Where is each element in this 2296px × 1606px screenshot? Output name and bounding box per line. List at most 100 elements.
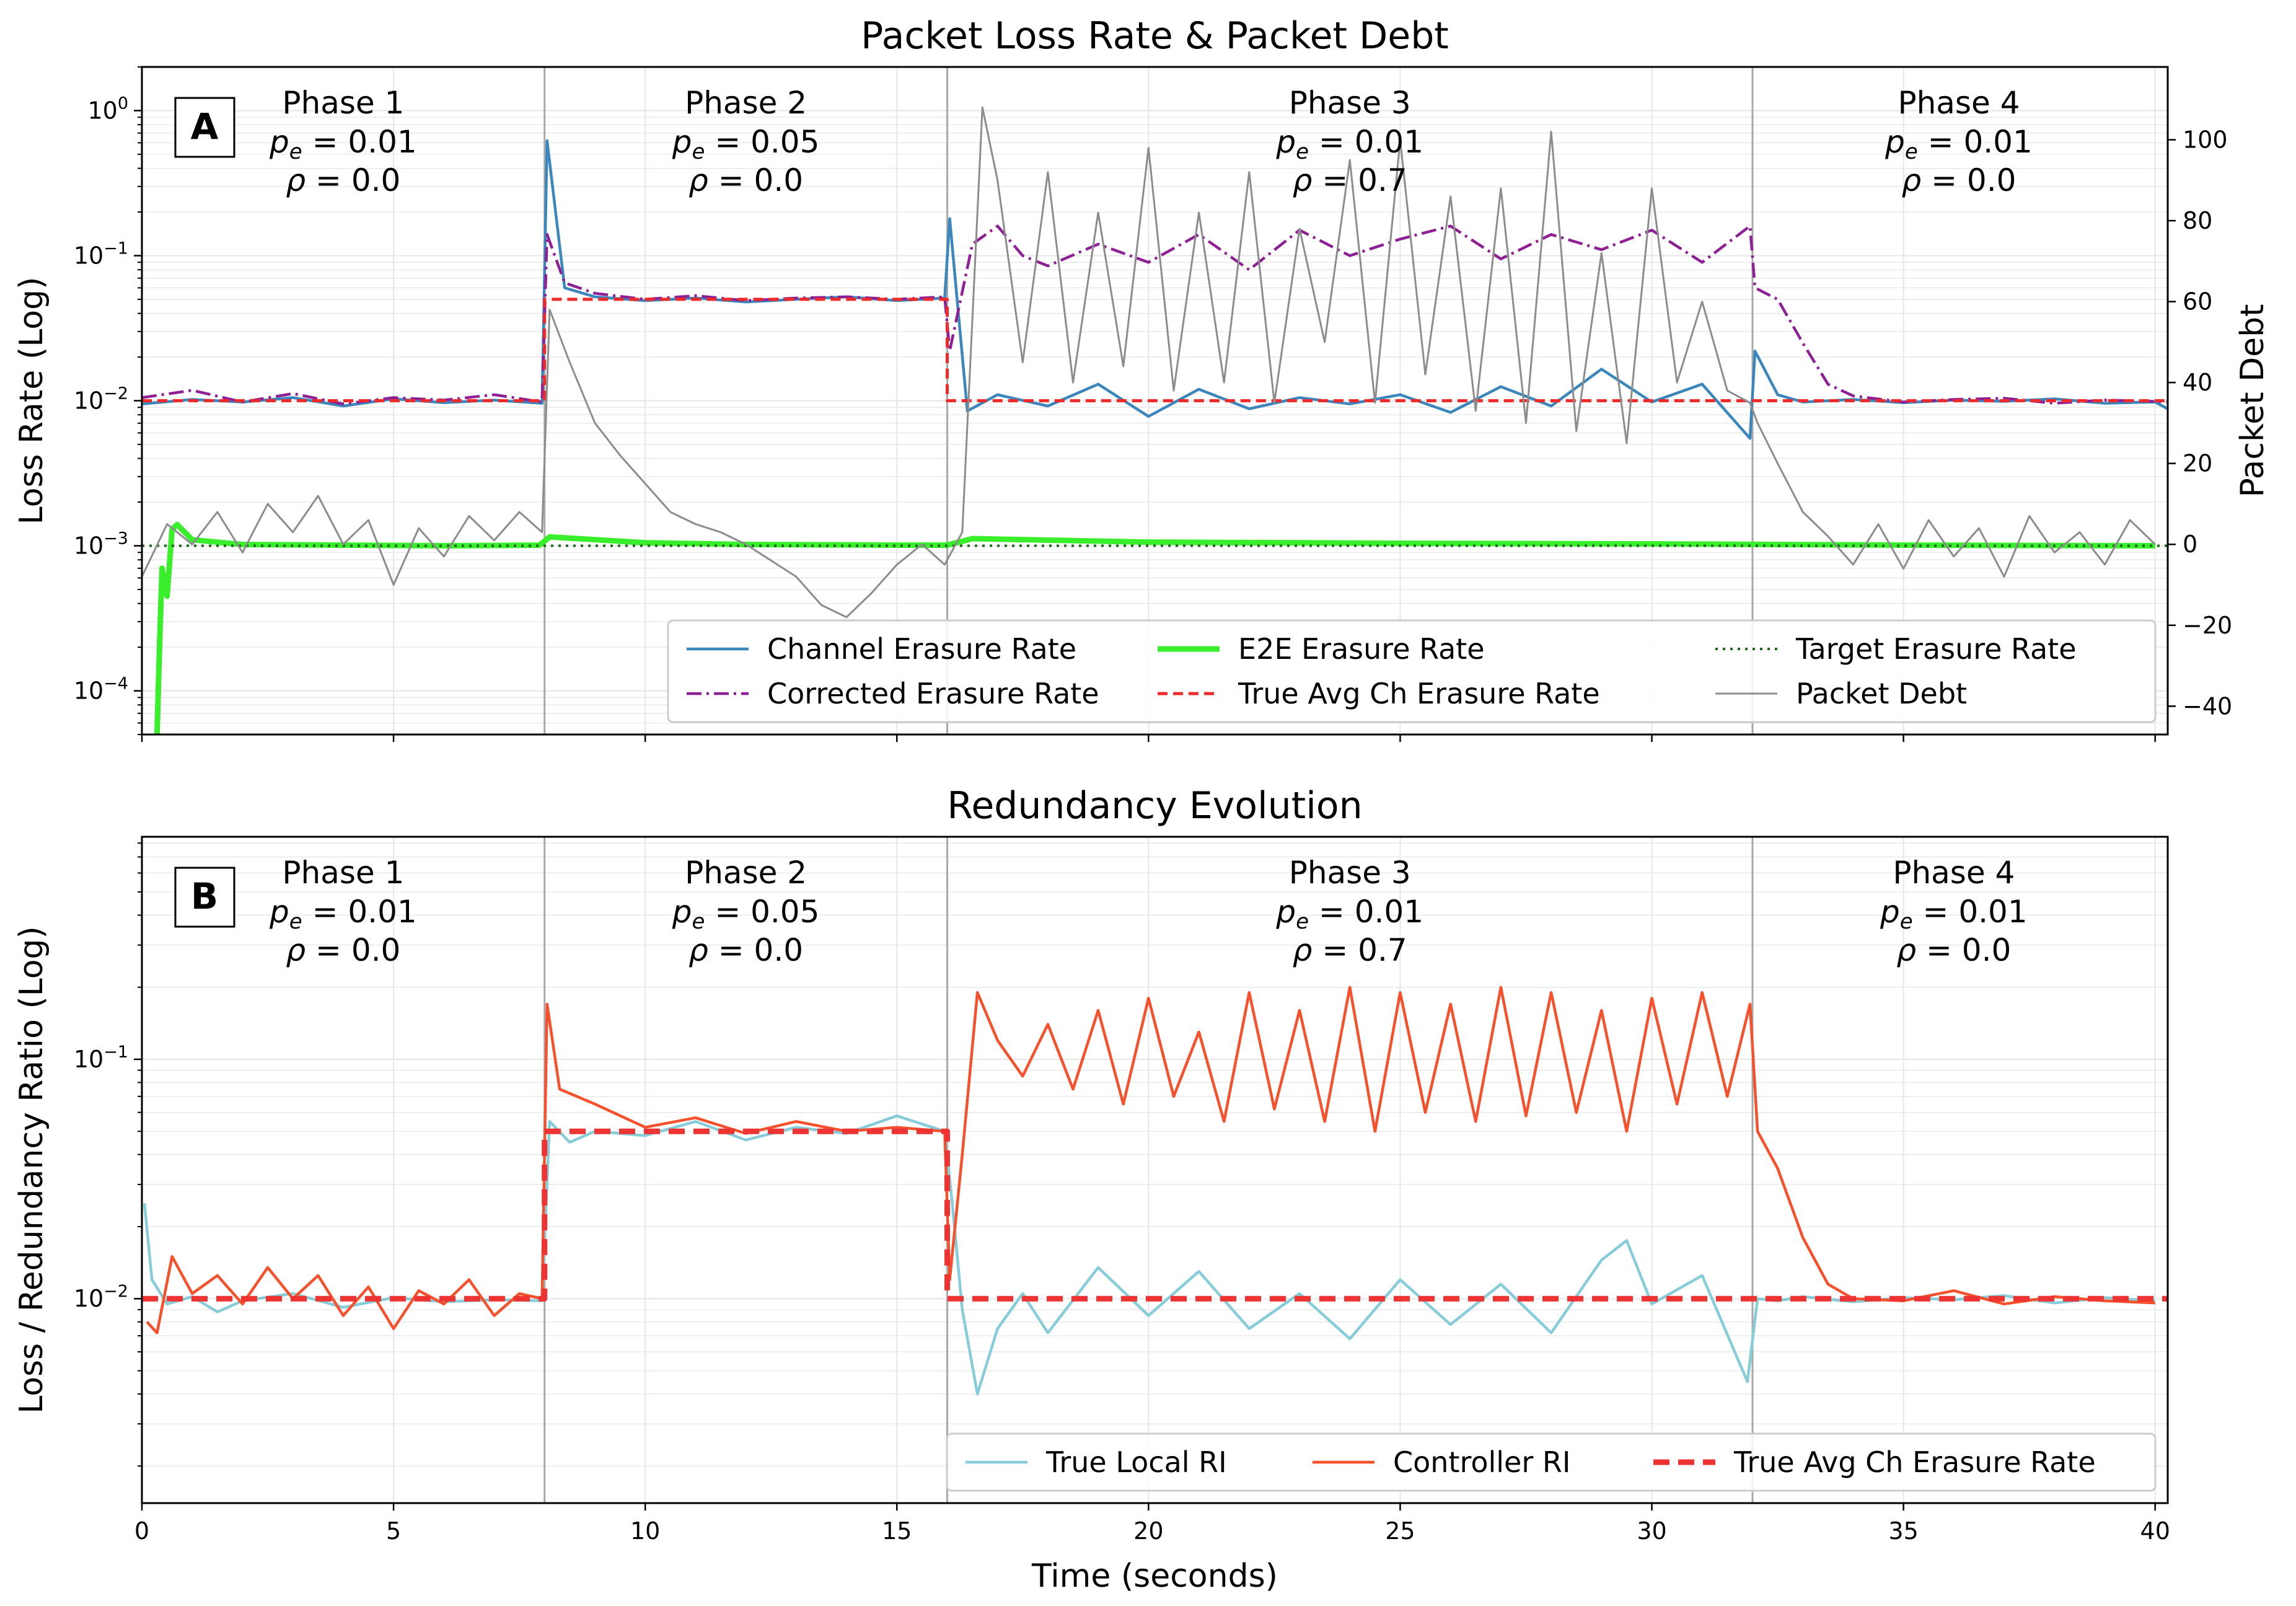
y-tick-label: 10−1 xyxy=(74,239,128,269)
legend-label-corrected-erasure-rate: Corrected Erasure Rate xyxy=(767,677,1099,710)
panel-label-text: A xyxy=(191,105,219,148)
y-tick-label: 100 xyxy=(87,94,128,124)
legend-box xyxy=(667,619,2157,723)
chart-title: Redundancy Evolution xyxy=(947,784,1362,827)
legend-label-e2e-erasure-rate: E2E Erasure Rate xyxy=(1238,632,1485,666)
legend-box xyxy=(946,1432,2157,1492)
legend-label-true-avg-ch-erasure-rate: True Avg Ch Erasure Rate xyxy=(1238,677,1600,710)
legend-label-channel-erasure-rate: Channel Erasure Rate xyxy=(767,632,1076,666)
series-line-channel-erasure-rate xyxy=(142,139,2168,440)
x-tick-label: 5 xyxy=(386,1517,401,1545)
phase-pe: pe = 0.01 xyxy=(1885,124,2033,164)
legend-label-controller-ri: Controller RI xyxy=(1393,1445,1570,1479)
phase-rho: ρ = 0.0 xyxy=(688,162,803,198)
x-tick-label: 35 xyxy=(1888,1517,1918,1545)
y-axis-label: Loss / Redundancy Ratio (Log) xyxy=(13,926,50,1414)
phase-name: Phase 4 xyxy=(1893,855,2015,891)
phase-name: Phase 3 xyxy=(1289,855,1411,891)
series-line-true-avg-ch-erasure-rate xyxy=(142,1128,2168,1302)
y2-tick-label: −40 xyxy=(2183,692,2232,720)
phase-name: Phase 1 xyxy=(282,85,404,121)
phase-annotation: Phase 4pe = 0.01ρ = 0.0 xyxy=(1885,85,2033,198)
y2-tick-label: 20 xyxy=(2183,450,2212,477)
phase-name: Phase 1 xyxy=(282,855,404,891)
phase-rho: ρ = 0.0 xyxy=(1896,932,2011,968)
phase-pe: pe = 0.01 xyxy=(1275,894,1423,934)
chart-title: Packet Loss Rate & Packet Debt xyxy=(861,14,1449,58)
y-tick-label: 10−2 xyxy=(74,1282,128,1312)
y-axis: 10−1 10−2 xyxy=(74,842,142,1467)
x-tick-label: 15 xyxy=(882,1517,912,1545)
legend-label-target-erasure-rate: Target Erasure Rate xyxy=(1795,632,2077,666)
y2-axis: 100 80 60 40 20 0 −20 −40 Packet Debt xyxy=(2168,126,2271,720)
phase-name: Phase 2 xyxy=(685,855,807,891)
phase-pe: pe = 0.01 xyxy=(269,124,417,164)
legend: Channel Erasure Rate Corrected Erasure Ra… xyxy=(667,619,2157,723)
x-tick-label: 40 xyxy=(2140,1517,2170,1545)
panel-label: B xyxy=(174,867,235,928)
phase-annotation: Phase 1pe = 0.01ρ = 0.0 xyxy=(269,85,417,198)
legend-label-true-avg-ch-erasure-rate: True Avg Ch Erasure Rate xyxy=(1733,1445,2096,1479)
y-tick-label: 10−2 xyxy=(74,384,128,415)
phase-rho: ρ = 0.0 xyxy=(1901,162,2016,198)
phase-rho: ρ = 0.0 xyxy=(286,162,400,198)
y2-tick-label: 60 xyxy=(2183,288,2212,315)
y2-tick-label: 80 xyxy=(2183,207,2212,234)
series-group xyxy=(142,986,2168,1396)
phase-rho: ρ = 0.0 xyxy=(286,932,400,968)
legend: True Local RI Controller RI True Avg Ch Er… xyxy=(946,1432,2157,1492)
phase-pe: pe = 0.01 xyxy=(1275,124,1423,164)
panel-b: 0 5 10 15 20 25 30 35 40 10−1 10−2 Redundancy Evolu… xyxy=(13,784,2170,1595)
phase-annotation: Phase 3pe = 0.01ρ = 0.7 xyxy=(1275,855,1423,968)
phase-name: Phase 2 xyxy=(685,85,807,121)
y-tick-label: 10−3 xyxy=(74,529,128,560)
legend-label-packet-debt: Packet Debt xyxy=(1796,677,1967,710)
series-line-corrected-erasure-rate xyxy=(142,224,2168,405)
grid xyxy=(141,837,2168,1503)
y2-tick-label: −20 xyxy=(2183,612,2232,639)
phase-name: Phase 4 xyxy=(1898,85,2020,121)
y2-tick-label: 0 xyxy=(2183,531,2197,558)
series-line-true-local-ri xyxy=(143,1114,2155,1396)
phase-annotation: Phase 3pe = 0.01ρ = 0.7 xyxy=(1275,85,1423,198)
panel-label-box xyxy=(174,867,235,928)
panel-a: 100 10−1 10−2 10−3 10−4 100 80 60 40 20 0 −20 −40 Pac… xyxy=(13,14,2271,742)
phase-rho: ρ = 0.7 xyxy=(1293,932,1407,968)
phase-pe: pe = 0.05 xyxy=(672,124,820,164)
x-axis xyxy=(141,735,2156,742)
series-group xyxy=(142,106,2168,735)
series-line-controller-ri xyxy=(146,986,2155,1335)
y2-tick-label: 40 xyxy=(2183,369,2212,396)
x-tick-label: 0 xyxy=(134,1517,149,1545)
panel-label-text: B xyxy=(191,875,218,917)
phase-annotation: Phase 2pe = 0.05ρ = 0.0 xyxy=(672,85,820,198)
series-line-true-avg-ch-erasure-rate xyxy=(142,298,2168,402)
phase-rho: ρ = 0.7 xyxy=(1293,162,1407,198)
plot-frame xyxy=(141,836,2169,1504)
phase-rho: ρ = 0.0 xyxy=(688,932,803,968)
y-tick-label: 10−4 xyxy=(74,674,128,705)
phase-annotation: Phase 4pe = 0.01ρ = 0.0 xyxy=(1880,855,2028,968)
x-tick-label: 30 xyxy=(1637,1517,1666,1545)
x-tick-label: 20 xyxy=(1133,1517,1163,1545)
x-tick-label: 25 xyxy=(1385,1517,1415,1545)
y-axis-label: Loss Rate (Log) xyxy=(13,277,50,525)
phase-pe: pe = 0.05 xyxy=(672,894,820,934)
series-line-packet-debt xyxy=(142,106,2156,619)
y2-axis-label: Packet Debt xyxy=(2234,304,2271,497)
legend-label-true-local-ri: True Local RI xyxy=(1045,1445,1227,1479)
x-axis-label: Time (seconds) xyxy=(1031,1558,1278,1595)
y-axis: 100 10−1 10−2 10−3 10−4 xyxy=(74,66,142,735)
phase-pe: pe = 0.01 xyxy=(269,894,417,934)
y2-tick-label: 100 xyxy=(2183,126,2228,153)
series-line-e2e-erasure-rate xyxy=(154,521,2155,735)
y-tick-label: 10−1 xyxy=(74,1043,128,1073)
panel-label-box xyxy=(174,97,235,158)
panel-label: A xyxy=(174,97,235,158)
phase-annotation: Phase 1pe = 0.01ρ = 0.0 xyxy=(269,855,417,968)
phase-annotation: Phase 2pe = 0.05ρ = 0.0 xyxy=(672,855,820,968)
x-tick-label: 10 xyxy=(630,1517,660,1545)
phase-name: Phase 3 xyxy=(1289,85,1411,121)
phase-pe: pe = 0.01 xyxy=(1880,894,2028,934)
